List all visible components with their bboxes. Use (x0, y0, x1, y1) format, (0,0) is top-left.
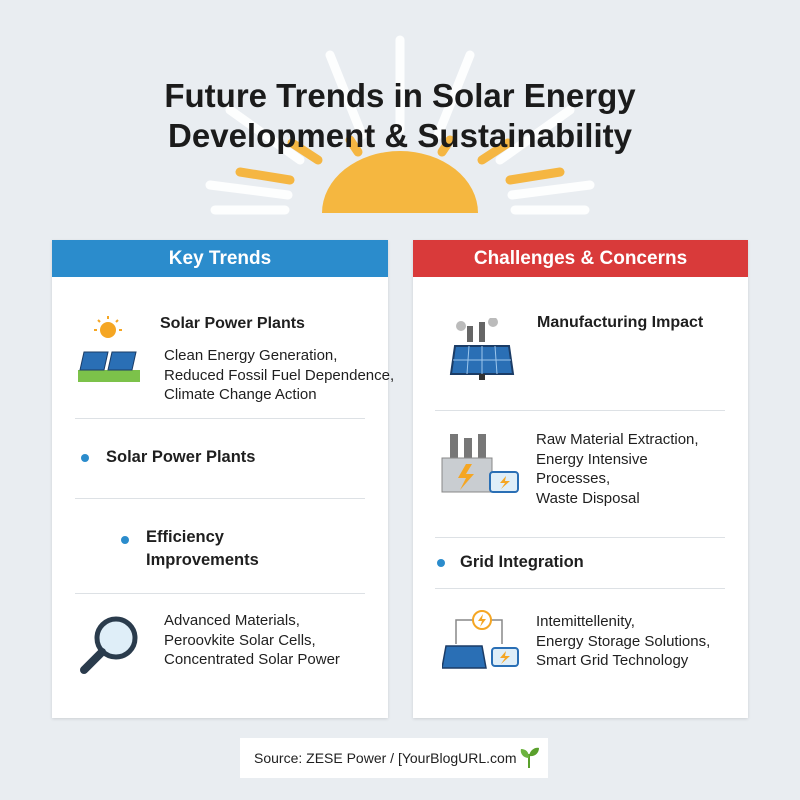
text-line: Reduced Fossil Fuel Dependence, (164, 366, 395, 384)
solar-plant-icon (78, 316, 140, 382)
title-line: Future Trends in Solar Energy (164, 77, 636, 114)
text-line: Efficiency (146, 528, 224, 546)
item-heading: Solar Power Plants (160, 315, 305, 332)
item-text: Raw Material Extraction, Energy Intensiv… (536, 430, 699, 508)
title-line: Development & Sustainability (168, 117, 632, 154)
bullet-text: Efficiency Improvements (146, 526, 259, 572)
panel-header: Challenges & Concerns (413, 240, 748, 277)
bullet-text: Solar Power Plants (106, 448, 256, 466)
separator (75, 498, 365, 499)
text-line: Energy Storage Solutions, (536, 632, 711, 650)
text-line: Clean Energy Generation, (164, 347, 338, 364)
text-line: Concentrated Solar Power (164, 651, 340, 668)
source-text: Source: ZESE Power / [YourBlogURL.com (254, 750, 517, 766)
panel-header: Key Trends (52, 240, 388, 277)
text-line: Processes, (536, 470, 611, 487)
separator (435, 410, 725, 411)
source-box: Source: ZESE Power / [YourBlogURL.com (240, 738, 548, 778)
separator (435, 537, 725, 538)
text-line: Energy Intensive (536, 450, 648, 468)
text-line: Intemittellenity, (536, 613, 635, 630)
bullet-dot (81, 454, 89, 462)
text-line: Improvements (146, 551, 259, 569)
item-heading: Manufacturing Impact (537, 314, 704, 331)
item-text: Advanced Materials, Peroovkite Solar Cel… (164, 611, 340, 670)
text-line: Peroovkite Solar Cells, (164, 631, 316, 649)
magnifier-icon (80, 616, 138, 674)
sun-graphic (205, 35, 595, 215)
text-line: Climate Change Action (164, 386, 317, 403)
factory-icon (441, 434, 519, 493)
bullet-text: Grid Integration (460, 553, 584, 571)
text-line: Smart Grid Technology (536, 652, 689, 669)
item-text: Intemittellenity, Energy Storage Solutio… (536, 612, 710, 671)
separator (75, 418, 365, 419)
leaf-icon (520, 747, 539, 769)
title: Future Trends in Solar Energy Developmen… (0, 76, 800, 156)
text-line: Raw Material Extraction, (536, 431, 699, 448)
bullet-dot (437, 559, 445, 567)
separator (75, 593, 365, 594)
manufacturing-icon (449, 318, 515, 380)
bullet-dot (121, 536, 129, 544)
text-line: Waste Disposal (536, 489, 640, 507)
grid-icon (442, 610, 519, 669)
separator (435, 588, 725, 589)
item-text: Clean Energy Generation, Reduced Fossil … (164, 346, 394, 405)
text-line: Advanced Materials, (164, 612, 300, 629)
